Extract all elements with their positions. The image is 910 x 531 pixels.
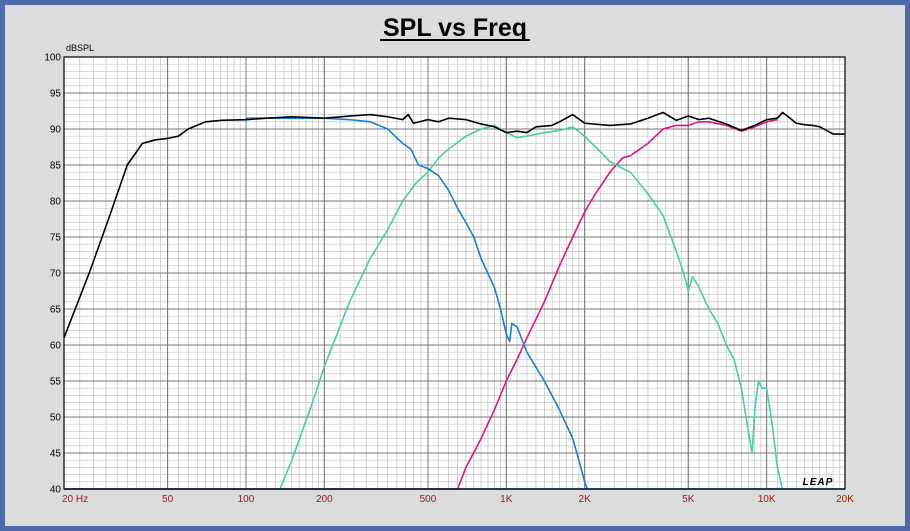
- y-tick-label: 70: [50, 269, 62, 280]
- x-tick-label: 100: [238, 494, 255, 505]
- y-tick-labels: 40 45 50 55 60 65 70 75 80 85 90 95 100: [44, 53, 61, 496]
- y-tick-label: 100: [44, 53, 61, 64]
- y-tick-label: 95: [50, 89, 62, 100]
- x-tick-label: 200: [316, 494, 333, 505]
- y-tick-label: 40: [50, 485, 62, 496]
- y-axis-label: dBSPL: [66, 43, 94, 53]
- series-line-6: [63, 111, 845, 339]
- y-tick-label: 60: [50, 341, 62, 352]
- x-tick-label: 5K: [682, 494, 695, 505]
- x-tick-label: 10K: [758, 494, 776, 505]
- x-tick-label: 500: [420, 494, 437, 505]
- x-tick-label: 20K: [836, 494, 854, 505]
- y-tick-label: 90: [50, 125, 62, 136]
- series-line-3: [279, 124, 784, 490]
- x-tick-labels: 20 Hz 50 100 200 500 1K 2K 5K 10K 20K: [62, 494, 854, 505]
- series-line-5: [245, 117, 589, 490]
- y-tick-label: 45: [50, 449, 62, 460]
- y-tick-label: 85: [50, 161, 62, 172]
- y-tick-label: 55: [50, 377, 62, 388]
- x-tick-label: 1K: [500, 494, 513, 505]
- y-tick-label: 50: [50, 413, 62, 424]
- y-tick-label: 75: [50, 233, 62, 244]
- leap-logo: LEAP: [803, 477, 834, 488]
- chart-title: SPL vs Freq: [383, 14, 527, 42]
- x-tick-label: 20 Hz: [62, 494, 88, 505]
- plot-border: [63, 56, 846, 490]
- x-tick-label: 50: [162, 494, 174, 505]
- x-tick-label: 2K: [579, 494, 592, 505]
- y-tick-label: 80: [50, 197, 62, 208]
- y-tick-label: 65: [50, 305, 62, 316]
